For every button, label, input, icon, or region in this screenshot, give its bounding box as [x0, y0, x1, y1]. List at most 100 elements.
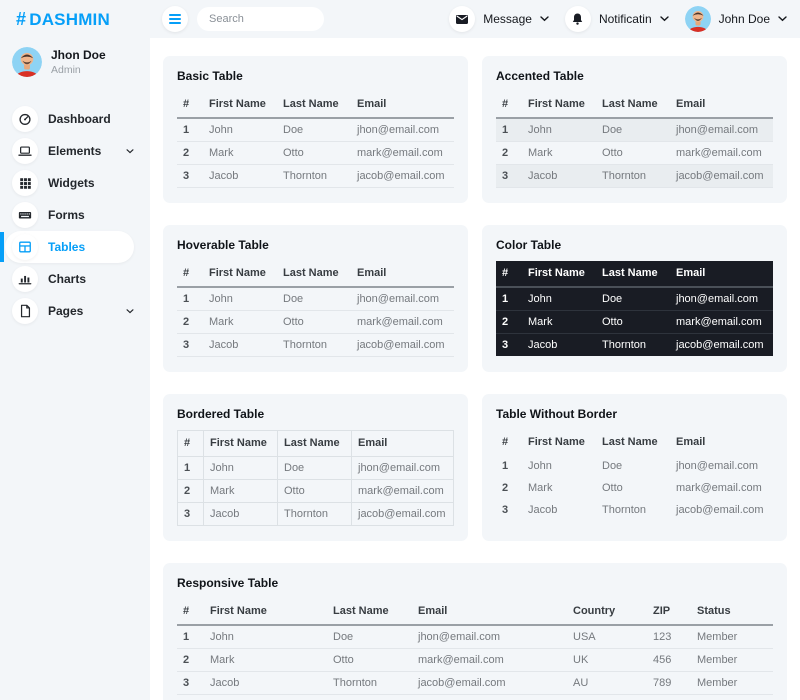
basic-table-card: Basic Table # First Name Last Name Email 1 Jo…	[163, 56, 468, 203]
table-cell: Doe	[277, 118, 351, 142]
color-table: # First Name Last Name Email 1 John Doe jhon@em…	[496, 261, 773, 356]
topbar: #DASHMIN Message Notificatin	[0, 0, 800, 38]
table-row: 1 John Doe jhon@email.com	[496, 118, 773, 142]
column-header: Last Name	[596, 261, 670, 288]
table-cell: Mark	[203, 479, 278, 503]
table-cell: 3	[496, 164, 522, 188]
sidebar-item-label: Pages	[48, 304, 84, 318]
table-cell: mark@email.com	[351, 141, 454, 165]
brand-hash-icon: #	[16, 8, 27, 29]
table-cell: 1	[496, 287, 522, 311]
sidebar-item-widgets[interactable]: Widgets	[5, 167, 134, 199]
column-header: Email	[351, 261, 454, 288]
card-title: Responsive Table	[177, 576, 279, 590]
keyboard-icon	[12, 202, 38, 228]
table-cell: jhon@email.com	[351, 456, 454, 480]
table-cell: Jacob	[203, 502, 278, 526]
sidebar-item-pages[interactable]: Pages	[5, 295, 134, 327]
table-header-row: # First Name Last Name Email	[177, 261, 454, 288]
table-cell: 3	[177, 164, 203, 188]
column-header: Last Name	[602, 436, 658, 448]
sidebar-item-tables[interactable]: Tables	[0, 231, 134, 263]
brand-logo[interactable]: # DASHMIN	[0, 9, 150, 30]
table-cell: Thornton	[602, 339, 647, 351]
sidebar-item-label: Widgets	[48, 176, 95, 190]
table-cell: jacob@email.com	[676, 504, 764, 516]
search-input[interactable]	[197, 7, 324, 31]
table-cell: Otto	[596, 310, 670, 334]
table-cell: Thornton	[277, 164, 351, 188]
sidebar-item-forms[interactable]: Forms	[5, 199, 134, 231]
column-header: First Name	[203, 261, 277, 288]
table-row: 2 Mark Otto mark@email.com	[496, 141, 773, 165]
table-row: 3 Jacob Thornton jacob@email.com	[496, 499, 773, 521]
table-header-row: # First Name Last Name Email	[496, 261, 773, 288]
table-header-row: # First Name Last Name Email	[177, 430, 454, 457]
sidebar-item-dashboard[interactable]: Dashboard	[5, 103, 134, 135]
table-cell: Doe	[602, 460, 623, 472]
sidebar-item-charts[interactable]: Charts	[5, 263, 134, 295]
table-row: 1 John Doe jhon@email.com	[177, 118, 454, 142]
column-header: Last Name	[277, 92, 351, 119]
user-dropdown[interactable]: John Doe	[684, 6, 787, 32]
column-header: First Name	[528, 436, 585, 448]
table-cell: 1	[177, 456, 204, 480]
table-cell: jacob@email.com	[351, 164, 454, 188]
sidebar-toggle-button[interactable]	[162, 6, 188, 32]
table-cell: John	[203, 456, 278, 480]
table-cell: 1	[502, 460, 509, 472]
table-cell: Jacob	[528, 504, 558, 516]
table-cell: 1	[177, 118, 203, 142]
table-cell: Otto	[277, 141, 351, 165]
table-cell: Mark	[203, 310, 277, 334]
color-table-card: Color Table # First Name Last Name Email 1 Jo…	[482, 225, 787, 372]
table-cell: Thornton	[602, 504, 647, 516]
accented-table-card: Accented Table # First Name Last Name Email…	[482, 56, 787, 203]
table-cell: mark@email.com	[351, 479, 454, 503]
table-cell: 3	[177, 671, 204, 695]
table-row: 2 Mark Otto mark@email.com	[177, 310, 454, 334]
column-header: Country	[567, 599, 647, 626]
card-title: Basic Table	[177, 69, 243, 83]
column-header: Last Name	[327, 599, 412, 626]
table-cell: 3	[502, 504, 509, 516]
table-cell: Otto	[602, 482, 623, 494]
notification-dropdown[interactable]: Notificatin	[564, 6, 669, 32]
table-row: 1 John Doe jhon@email.com USA 123 Member	[177, 625, 773, 649]
sidebar-item-label: Tables	[48, 240, 86, 254]
chevron-down-icon	[659, 16, 669, 22]
column-header: First Name	[203, 92, 277, 119]
table-cell: 2	[496, 141, 522, 165]
card-row-3: Bordered Table # First Name Last Name Email…	[163, 394, 787, 541]
table-row: 2 Mark Otto mark@email.com	[177, 479, 454, 503]
sidebar-user-block[interactable]: Jhon Doe Admin	[0, 38, 150, 93]
sidebar-item-label: Dashboard	[48, 112, 111, 126]
table-row: 2 Mark Otto mark@email.com	[496, 477, 773, 499]
column-header: #	[177, 599, 204, 626]
table-cell: John	[204, 625, 327, 649]
table-row: 1 John Doe jhon@email.com	[177, 456, 454, 480]
column-header: Email	[670, 92, 773, 119]
borderless-table: # First Name Last Name Email 1 John Doe jhon@em…	[496, 430, 773, 521]
table-cell: John	[522, 118, 596, 142]
table-cell: Otto	[277, 310, 351, 334]
bordered-table-card: Bordered Table # First Name Last Name Email…	[163, 394, 468, 541]
column-header: #	[177, 430, 204, 457]
table-cell: jhon@email.com	[670, 118, 773, 142]
table-cell: mark@email.com	[412, 648, 567, 672]
column-header: First Name	[203, 430, 278, 457]
table-icon	[12, 234, 38, 260]
chevron-down-icon	[540, 16, 549, 22]
table-cell: 456	[647, 648, 691, 672]
table-cell: Mark	[204, 648, 327, 672]
sidebar-item-label: Charts	[48, 272, 87, 286]
table-cell: 1	[177, 625, 204, 649]
table-cell: 2	[177, 479, 204, 503]
message-label: Message	[483, 12, 532, 26]
column-header: Email	[351, 92, 454, 119]
table-cell: UK	[567, 648, 647, 672]
table-cell: 789	[647, 671, 691, 695]
message-dropdown[interactable]: Message	[449, 6, 549, 32]
sidebar-item-elements[interactable]: Elements	[5, 135, 134, 167]
table-cell: 2	[177, 141, 203, 165]
